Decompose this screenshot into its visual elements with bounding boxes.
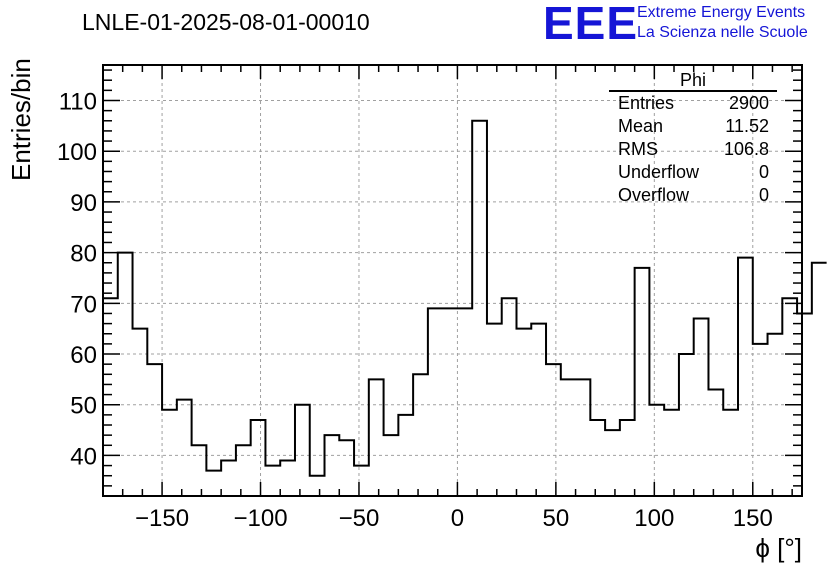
histogram-bin — [103, 298, 118, 496]
histogram-bin — [753, 344, 768, 496]
histogram-bin — [118, 253, 133, 496]
stats-box: Phi Entries 2900 Mean 11.52 RMS 106.8 Un… — [609, 70, 777, 207]
x-tick-label: 150 — [733, 505, 773, 532]
x-tick-label: 50 — [543, 505, 570, 532]
eee-logo: EEE — [543, 0, 639, 49]
stats-label: Overflow — [618, 185, 690, 205]
histogram-bin — [265, 466, 280, 496]
y-axis-label: Entries/bin — [6, 58, 36, 181]
histogram-bin — [694, 319, 709, 496]
stats-value: 0 — [758, 162, 769, 182]
histogram-bin — [325, 435, 340, 496]
histogram-bin — [664, 410, 679, 496]
histogram-bin — [310, 476, 325, 496]
y-tick-label: 50 — [70, 393, 97, 420]
stats-label: RMS — [618, 139, 658, 159]
x-axis-label: ϕ [°] — [755, 533, 802, 563]
histogram-bin — [251, 420, 266, 496]
x-tick-label: −100 — [233, 505, 287, 532]
histogram-bin — [487, 324, 502, 496]
histogram-bin — [147, 364, 162, 496]
y-tick-label: 80 — [70, 241, 97, 268]
stats-label: Entries — [618, 93, 675, 113]
histogram-bin — [812, 263, 827, 496]
stats-row-rms: RMS 106.8 — [609, 138, 777, 161]
histogram-bin — [649, 405, 664, 496]
y-tick-label: 70 — [70, 291, 97, 318]
stats-value: 11.52 — [725, 116, 769, 136]
y-tick-label: 110 — [59, 88, 97, 115]
histogram-series — [103, 119, 827, 477]
histogram-bin — [295, 405, 310, 496]
stats-row-underflow: Underflow 0 — [609, 161, 777, 184]
stats-row-mean: Mean 11.52 — [609, 115, 777, 138]
stats-title: Phi — [609, 70, 777, 92]
histogram-bin — [546, 364, 561, 496]
histogram-bin — [280, 461, 295, 496]
x-tick-label: 100 — [634, 505, 674, 532]
histogram-bin — [679, 354, 694, 496]
histogram-bin — [576, 379, 591, 496]
histogram-bin — [635, 268, 650, 496]
y-tick-label: 60 — [70, 342, 97, 369]
histogram-bin — [605, 430, 620, 496]
histogram-bin — [162, 410, 177, 496]
histogram-bin — [384, 435, 399, 496]
histogram-bin — [516, 329, 531, 496]
stats-value: 106.8 — [723, 139, 769, 159]
histogram-bin — [413, 374, 428, 496]
histogram-bin — [177, 400, 192, 496]
y-tick-label: 100 — [57, 139, 97, 166]
histogram-bin — [443, 308, 458, 496]
x-tick-label: 0 — [451, 505, 464, 532]
histogram-bin — [236, 445, 251, 496]
histogram-bin — [561, 379, 576, 496]
plot-frame — [102, 64, 803, 497]
histogram-bin — [723, 410, 738, 496]
logo-line-2: La Scienza nelle Scuole — [637, 24, 808, 41]
histogram-bin — [590, 420, 605, 496]
histogram-bin — [428, 308, 443, 496]
histogram-bin — [531, 324, 546, 496]
histogram-bin — [369, 379, 384, 496]
histogram-bin — [708, 390, 723, 496]
chart-title: LNLE-01-2025-08-01-00010 — [82, 9, 370, 35]
histogram-bin — [768, 334, 783, 496]
histogram-bin — [339, 440, 354, 496]
histogram-bin — [206, 471, 221, 496]
stats-value: 0 — [758, 185, 769, 205]
histogram-bin — [398, 415, 413, 496]
histogram-bin — [457, 308, 472, 496]
logo-line-1: Extreme Energy Events — [637, 4, 806, 21]
histogram-bin — [192, 445, 207, 496]
y-tick-label: 40 — [70, 443, 97, 470]
histogram-bin — [354, 466, 369, 496]
stats-row-overflow: Overflow 0 — [609, 184, 777, 207]
histogram-bin — [738, 258, 753, 496]
stats-row-entries: Entries 2900 — [609, 92, 777, 115]
histogram-bin — [620, 420, 635, 496]
histogram-bin — [221, 461, 236, 496]
histogram-bin — [472, 121, 487, 496]
x-tick-label: −150 — [135, 505, 189, 532]
stats-label: Mean — [618, 116, 664, 136]
histogram-bin — [133, 329, 148, 496]
histogram-bin — [502, 298, 517, 496]
y-tick-label: 90 — [70, 190, 97, 217]
stats-value: 2900 — [728, 93, 769, 113]
stats-label: Underflow — [618, 162, 700, 182]
x-tick-label: −50 — [339, 505, 380, 532]
histogram-bin — [782, 298, 797, 496]
